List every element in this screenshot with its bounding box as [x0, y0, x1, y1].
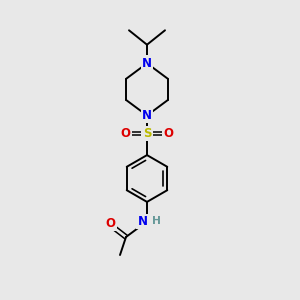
Text: O: O — [120, 127, 130, 140]
Text: S: S — [143, 127, 151, 140]
Text: H: H — [152, 216, 160, 226]
Text: O: O — [164, 127, 174, 140]
Text: O: O — [105, 217, 116, 230]
Text: N: N — [142, 57, 152, 70]
Text: N: N — [142, 109, 152, 122]
Text: N: N — [137, 215, 148, 228]
